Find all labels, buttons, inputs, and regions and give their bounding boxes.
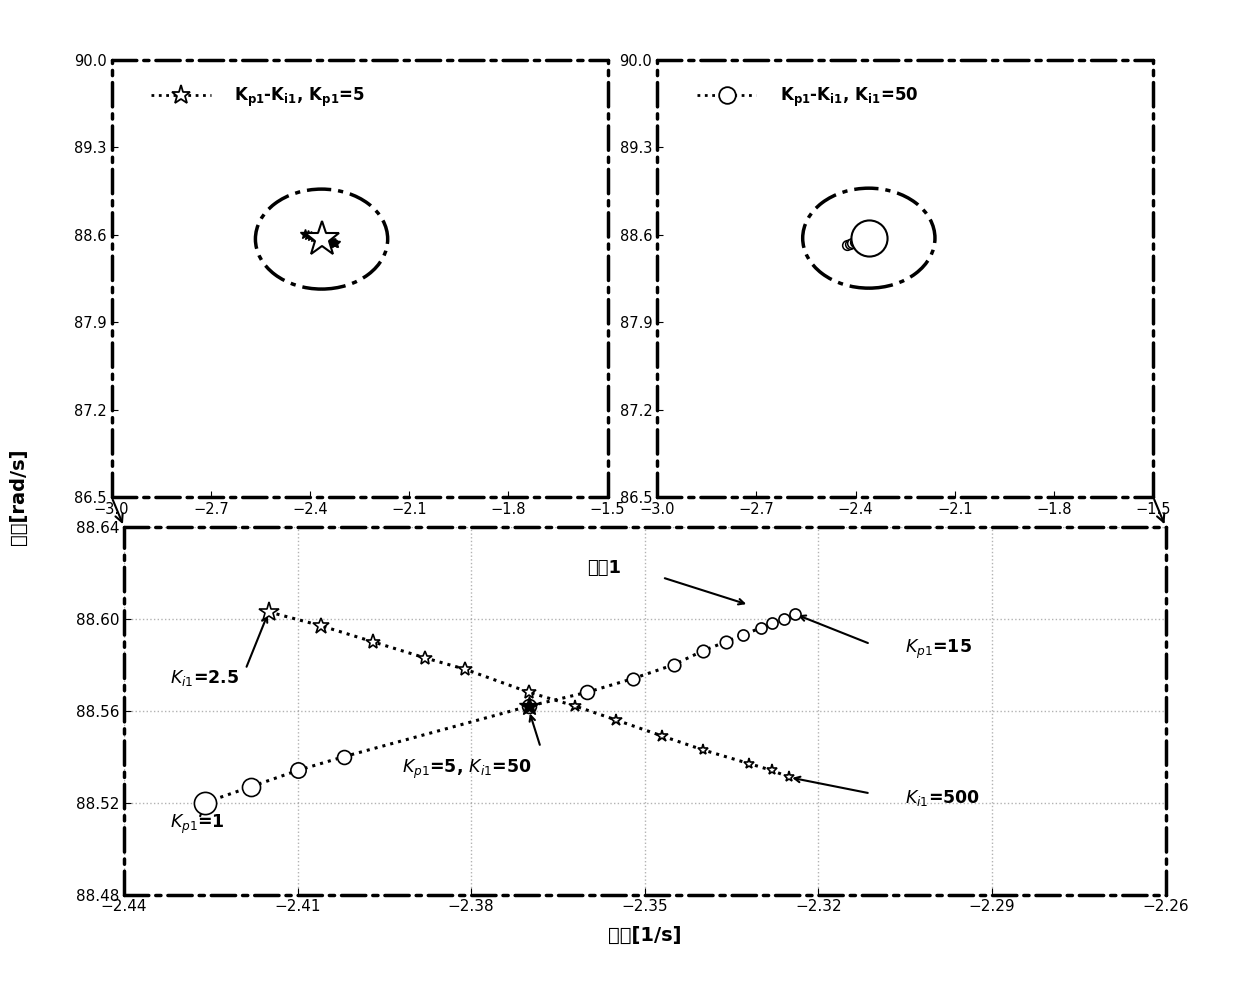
Text: 模态1: 模态1 [587, 559, 621, 577]
Text: $\mathit{K}_{i1}$=2.5: $\mathit{K}_{i1}$=2.5 [170, 668, 239, 688]
Text: $\mathit{K}_{p1}$=1: $\mathit{K}_{p1}$=1 [170, 813, 226, 836]
Text: $\mathbf{K}_{\mathbf{p1}}$-$\mathbf{K}_{\mathbf{i1}}$, $\mathbf{K}_{\mathbf{p1}}: $\mathbf{K}_{\mathbf{p1}}$-$\mathbf{K}_{… [234, 85, 365, 108]
Text: 虚部[rad/s]: 虚部[rad/s] [9, 448, 29, 546]
Text: $\mathit{K}_{p1}$=5, $\mathit{K}_{i1}$=50: $\mathit{K}_{p1}$=5, $\mathit{K}_{i1}$=5… [402, 757, 531, 780]
Text: $\mathit{K}_{p1}$=15: $\mathit{K}_{p1}$=15 [905, 638, 972, 661]
Text: $\mathbf{K}_{\mathbf{p1}}$-$\mathbf{K}_{\mathbf{i1}}$, $\mathbf{K}_{\mathbf{i1}}: $\mathbf{K}_{\mathbf{p1}}$-$\mathbf{K}_{… [780, 85, 918, 108]
Text: $\mathit{K}_{i1}$=500: $\mathit{K}_{i1}$=500 [905, 787, 980, 808]
X-axis label: 实部[1/s]: 实部[1/s] [608, 925, 682, 944]
